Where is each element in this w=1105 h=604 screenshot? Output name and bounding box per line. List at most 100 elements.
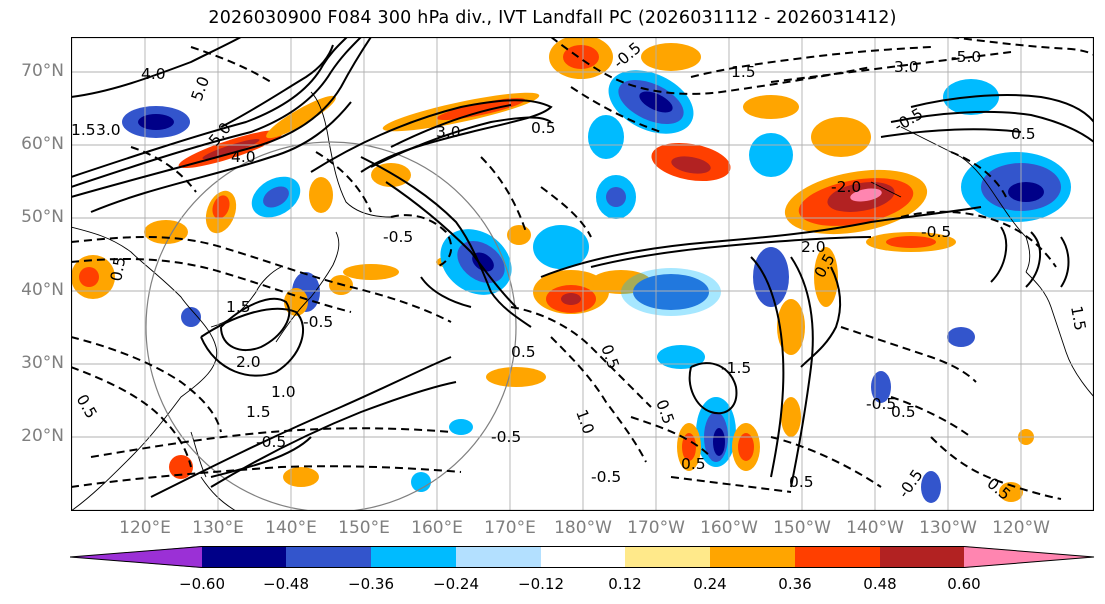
great-circle-ring bbox=[145, 141, 517, 511]
contour-label: -5.0 bbox=[951, 48, 981, 66]
coastlines bbox=[71, 91, 1094, 511]
contour-label: -1.5 bbox=[721, 359, 751, 377]
contour-label: 0.5 bbox=[681, 455, 706, 473]
colorbar-segment bbox=[202, 546, 286, 568]
contour-label: -0.5 bbox=[921, 223, 951, 241]
div-negative-blob bbox=[921, 471, 941, 503]
negative-contours bbox=[71, 37, 1094, 500]
contour-label: -0.5 bbox=[256, 433, 286, 451]
div-negative-blob bbox=[533, 225, 589, 269]
lat-label-70n: 70°N bbox=[21, 61, 64, 81]
div-negative-blob bbox=[588, 115, 624, 159]
lon-label-160e: 160°E bbox=[411, 518, 463, 538]
japan-coastline bbox=[275, 231, 340, 343]
lon-label-160w: 160°W bbox=[700, 518, 758, 538]
lon-label-130e: 130°E bbox=[192, 518, 244, 538]
colorbar-tick: −0.36 bbox=[348, 575, 394, 593]
colorbar-segment bbox=[710, 546, 795, 568]
lat-label-60n: 60°N bbox=[21, 134, 64, 154]
chart-title: 2026030900 F084 300 hPa div., IVT Landfa… bbox=[208, 8, 897, 28]
div-negative-core bbox=[606, 187, 626, 207]
contour-label: 1.5 bbox=[246, 403, 271, 421]
gridlines bbox=[71, 37, 1094, 511]
lon-label-170w: 170°W bbox=[627, 518, 685, 538]
div-positive-band bbox=[266, 95, 336, 139]
lat-label-50n: 50°N bbox=[21, 207, 64, 227]
contour-label: -2.0 bbox=[831, 178, 861, 196]
div-negative-blob bbox=[181, 307, 201, 327]
div-positive-blob bbox=[371, 163, 411, 187]
colorbar-tick: 0.48 bbox=[863, 575, 897, 593]
contour-label: 4.0 bbox=[231, 148, 256, 166]
colorbar-tick: −0.12 bbox=[518, 575, 564, 593]
div-negative-blob bbox=[871, 371, 891, 403]
contour-label: 1.5 bbox=[226, 298, 251, 316]
colorbar-svg bbox=[69, 546, 1095, 568]
colorbar-tick: 0.60 bbox=[947, 575, 981, 593]
div-positive-core bbox=[436, 97, 526, 121]
div-positive-blob bbox=[743, 95, 799, 119]
colorbar-tick: 0.12 bbox=[608, 575, 642, 593]
div-positive-blob bbox=[811, 117, 871, 157]
contour-label: 0.5 bbox=[107, 255, 129, 282]
lat-label-40n: 40°N bbox=[21, 280, 64, 300]
div-positive-blob bbox=[309, 177, 333, 213]
contour-label: -0.5 bbox=[866, 395, 896, 413]
colorbar-outline bbox=[69, 546, 1095, 568]
contour-label: 1.5 bbox=[71, 121, 96, 139]
colorbar-segment bbox=[880, 546, 964, 568]
div-negative-blob bbox=[449, 419, 473, 435]
aleutian-islands bbox=[870, 181, 902, 198]
map-frame bbox=[70, 36, 1095, 512]
div-positive-core bbox=[671, 156, 711, 174]
div-negative-blob bbox=[633, 274, 709, 310]
colorbar-tick: −0.48 bbox=[263, 575, 309, 593]
colorbar-segment bbox=[795, 546, 880, 568]
lon-label-140e: 140°E bbox=[265, 518, 317, 538]
div-positive-blob bbox=[144, 220, 188, 244]
colorbar-segment bbox=[371, 546, 456, 568]
colorbar bbox=[69, 546, 1095, 568]
contour-label: -0.5 bbox=[591, 468, 621, 486]
contour-label: 1.5 bbox=[1067, 305, 1089, 332]
map-panel: 4.0 5.0 5.0 3.0 4.0 3.0 1.5 0.5 -0.5 -0.… bbox=[70, 36, 1095, 512]
colorbar-extend-high bbox=[964, 546, 1094, 568]
contour-label: 1.0 bbox=[271, 383, 296, 401]
div-positive-core bbox=[79, 267, 99, 287]
contour-label: -0.5 bbox=[491, 428, 521, 446]
kamchatka-coastline bbox=[310, 91, 392, 218]
contour-label: -0.5 bbox=[383, 228, 413, 246]
contour-label: -0.5 bbox=[303, 313, 333, 331]
lon-label-150w: 150°W bbox=[773, 518, 831, 538]
contour-label: 0.5 bbox=[789, 473, 814, 491]
div-negative-blob bbox=[753, 247, 789, 307]
lat-label-30n: 30°N bbox=[21, 353, 64, 373]
div-positive-blob bbox=[777, 299, 805, 355]
contour-label: 2.0 bbox=[236, 353, 261, 371]
colorbar-extend-low bbox=[70, 546, 202, 568]
colorbar-tick: 0.36 bbox=[778, 575, 812, 593]
contour-label: 0.5 bbox=[891, 403, 916, 421]
contour-label: 3.0 bbox=[96, 121, 121, 139]
colorbar-segment bbox=[286, 546, 371, 568]
colorbar-segment bbox=[541, 546, 625, 568]
contour-label: 0.5 bbox=[1011, 125, 1036, 143]
lon-label-180w: 180°W bbox=[554, 518, 612, 538]
div-positive-core bbox=[886, 236, 936, 248]
div-negative-core bbox=[713, 428, 725, 456]
div-negative-core bbox=[472, 252, 494, 272]
lat-label-20n: 20°N bbox=[21, 426, 64, 446]
contour-label: 0.5 bbox=[511, 343, 536, 361]
div-positive-core bbox=[202, 138, 260, 160]
div-positive-blob bbox=[283, 467, 319, 487]
div-positive-blob bbox=[343, 264, 399, 280]
contour-label: 0.5 bbox=[531, 119, 556, 137]
contour-label: 3.0 bbox=[436, 123, 461, 141]
div-positive-blob bbox=[486, 367, 546, 387]
div-negative-blob bbox=[411, 472, 431, 492]
div-negative-blob bbox=[657, 345, 705, 369]
asia-coastline bbox=[71, 226, 218, 511]
div-positive-blob bbox=[641, 43, 701, 71]
colorbar-tick: −0.60 bbox=[179, 575, 225, 593]
div-positive-blob bbox=[999, 482, 1023, 502]
